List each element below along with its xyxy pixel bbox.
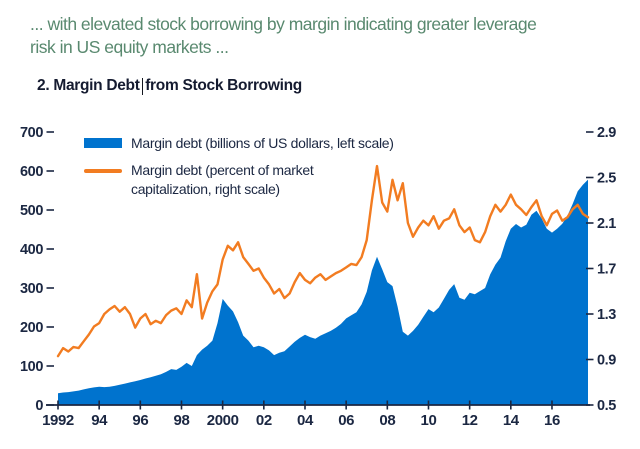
right-axis-tick-label: 1.7 [597, 262, 616, 278]
panel-title-after-caret: from Stock Borrowing [145, 77, 302, 94]
margin-debt-area [58, 179, 588, 405]
legend-item-margin-debt-dollars: Margin debt (billions of US dollars, lef… [84, 134, 394, 153]
left-axis-tick-label: 600 [20, 164, 43, 180]
x-axis-tick-label: 12 [462, 412, 478, 429]
x-axis-tick-label: 1992 [42, 412, 74, 429]
panel-title[interactable]: 2. Margin Debt from Stock Borrowing [37, 77, 302, 95]
x-axis-tick-label: 2000 [207, 412, 239, 429]
intro-line-2: risk in US equity markets ... [30, 37, 229, 57]
legend-label-dollars: Margin debt (billions of US dollars, lef… [131, 135, 394, 151]
right-axis-tick-label: 2.1 [597, 216, 616, 232]
x-axis-tick-label: 14 [503, 412, 520, 429]
left-axis-tick-label: 300 [20, 281, 43, 297]
text-caret [141, 77, 144, 95]
intro-line-1: ... with elevated stock borrowing by mar… [30, 14, 537, 34]
x-axis-tick-label: 10 [421, 412, 437, 429]
panel-title-before-caret: 2. Margin Debt [37, 77, 140, 94]
margin-debt-percent-line [56, 164, 590, 358]
left-axis-tick-label: 0 [35, 398, 43, 414]
x-axis-tick-label: 94 [91, 412, 108, 429]
left-axis-tick-label: 700 [20, 125, 43, 141]
left-axis-tick-label: 400 [20, 242, 43, 258]
left-axis-tick-label: 500 [20, 203, 43, 219]
left-axis-tick-label: 100 [20, 359, 43, 375]
legend-item-margin-debt-percent: Margin debt (percent of market capitaliz… [84, 161, 351, 199]
x-axis-tick-label: 16 [544, 412, 560, 429]
right-axis-tick-label: 0.5 [597, 398, 616, 414]
right-axis-tick-label: 2.9 [597, 125, 616, 141]
left-axis-tick-label: 200 [20, 320, 43, 336]
right-axis-tick-label: 2.5 [597, 171, 616, 187]
x-axis-tick-label: 96 [132, 412, 148, 429]
x-axis-tick-label: 04 [297, 412, 314, 429]
legend-label-percent: Margin debt (percent of market capitaliz… [131, 162, 314, 197]
x-axis-tick-label: 08 [379, 412, 395, 429]
intro-text: ... with elevated stock borrowing by mar… [30, 13, 630, 59]
x-axis-tick-label: 98 [174, 412, 190, 429]
right-axis-tick-label: 1.3 [597, 307, 616, 323]
right-axis-tick-label: 0.9 [597, 353, 616, 369]
x-axis-tick-label: 06 [338, 412, 354, 429]
legend-line-swatch [84, 169, 122, 173]
legend-area-swatch [84, 138, 122, 148]
x-axis-tick-label: 02 [256, 412, 272, 429]
